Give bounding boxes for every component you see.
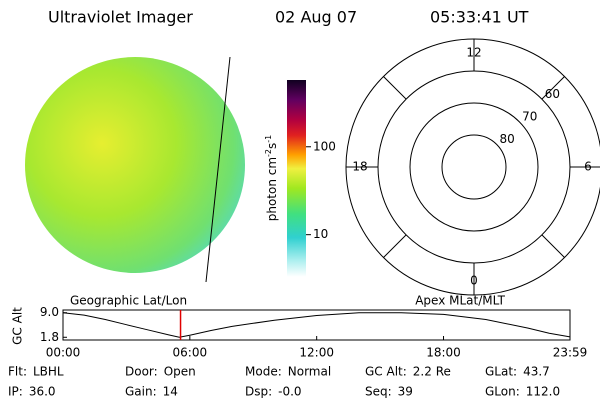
y-tick-label: 1.8 — [40, 330, 59, 344]
status-label: Door: — [125, 365, 158, 379]
x-tick-label: 00:00 — [46, 346, 81, 360]
lat-label: 80 — [499, 132, 514, 146]
x-tick-label: 23:59 — [553, 346, 588, 360]
colorbar-label: photon cm-2s-1 — [264, 135, 279, 222]
status-value: -0.0 — [278, 385, 301, 399]
label-part: photon cm — [265, 157, 279, 221]
x-tick-label: 06:00 — [173, 346, 208, 360]
colorbar-tick-label: 10 — [313, 227, 328, 241]
status-value: 14 — [163, 385, 178, 399]
mlt-label: 0 — [470, 274, 478, 288]
x-tick-label: 12:00 — [299, 346, 334, 360]
lat-label: 60 — [545, 87, 560, 101]
label-part: s — [265, 143, 279, 149]
status-label: Dsp: — [245, 385, 272, 399]
y-label: GC Alt — [11, 307, 25, 345]
mlt-label: 18 — [352, 160, 367, 174]
colorbar-tick-label: 100 — [313, 139, 336, 153]
status-label: Gain: — [125, 385, 157, 399]
time: 05:33:41 UT — [430, 8, 529, 27]
status-value: Open — [164, 365, 196, 379]
status-label: Mode: — [245, 365, 282, 379]
right-title: Apex MLat/MLT — [415, 294, 505, 308]
y-tick-label: 9.0 — [40, 305, 59, 319]
lat-ring — [441, 134, 507, 200]
uv-image — [25, 57, 245, 273]
status-value: 2.2 Re — [413, 365, 451, 379]
lat-label: 70 — [522, 109, 537, 123]
status-value: 112.0 — [526, 385, 560, 399]
status-label: Flt: — [8, 365, 27, 379]
status-label: Seq: — [365, 385, 392, 399]
status-label: GLat: — [485, 365, 517, 379]
status-value: 43.7 — [523, 365, 550, 379]
colorbar — [287, 80, 306, 277]
label-part: -1 — [264, 135, 273, 143]
status-label: GLon: — [485, 385, 520, 399]
timeseries-frame — [62, 309, 571, 341]
label-part: -2 — [264, 149, 273, 157]
left-title: Geographic Lat/Lon — [70, 294, 187, 308]
x-tick-label: 18:00 — [426, 346, 461, 360]
status-value: Normal — [288, 365, 331, 379]
title: Ultraviolet Imager — [48, 8, 193, 27]
mlt-label: 12 — [466, 46, 481, 60]
status-label: GC Alt: — [365, 365, 407, 379]
altitude-line — [62, 312, 571, 338]
status-label: IP: — [8, 385, 23, 399]
status-value: LBHL — [33, 365, 64, 379]
terminator-line — [205, 56, 231, 283]
status-value: 39 — [398, 385, 413, 399]
status-value: 36.0 — [29, 385, 56, 399]
mlt-label: 6 — [584, 160, 592, 174]
date: 02 Aug 07 — [275, 8, 357, 27]
